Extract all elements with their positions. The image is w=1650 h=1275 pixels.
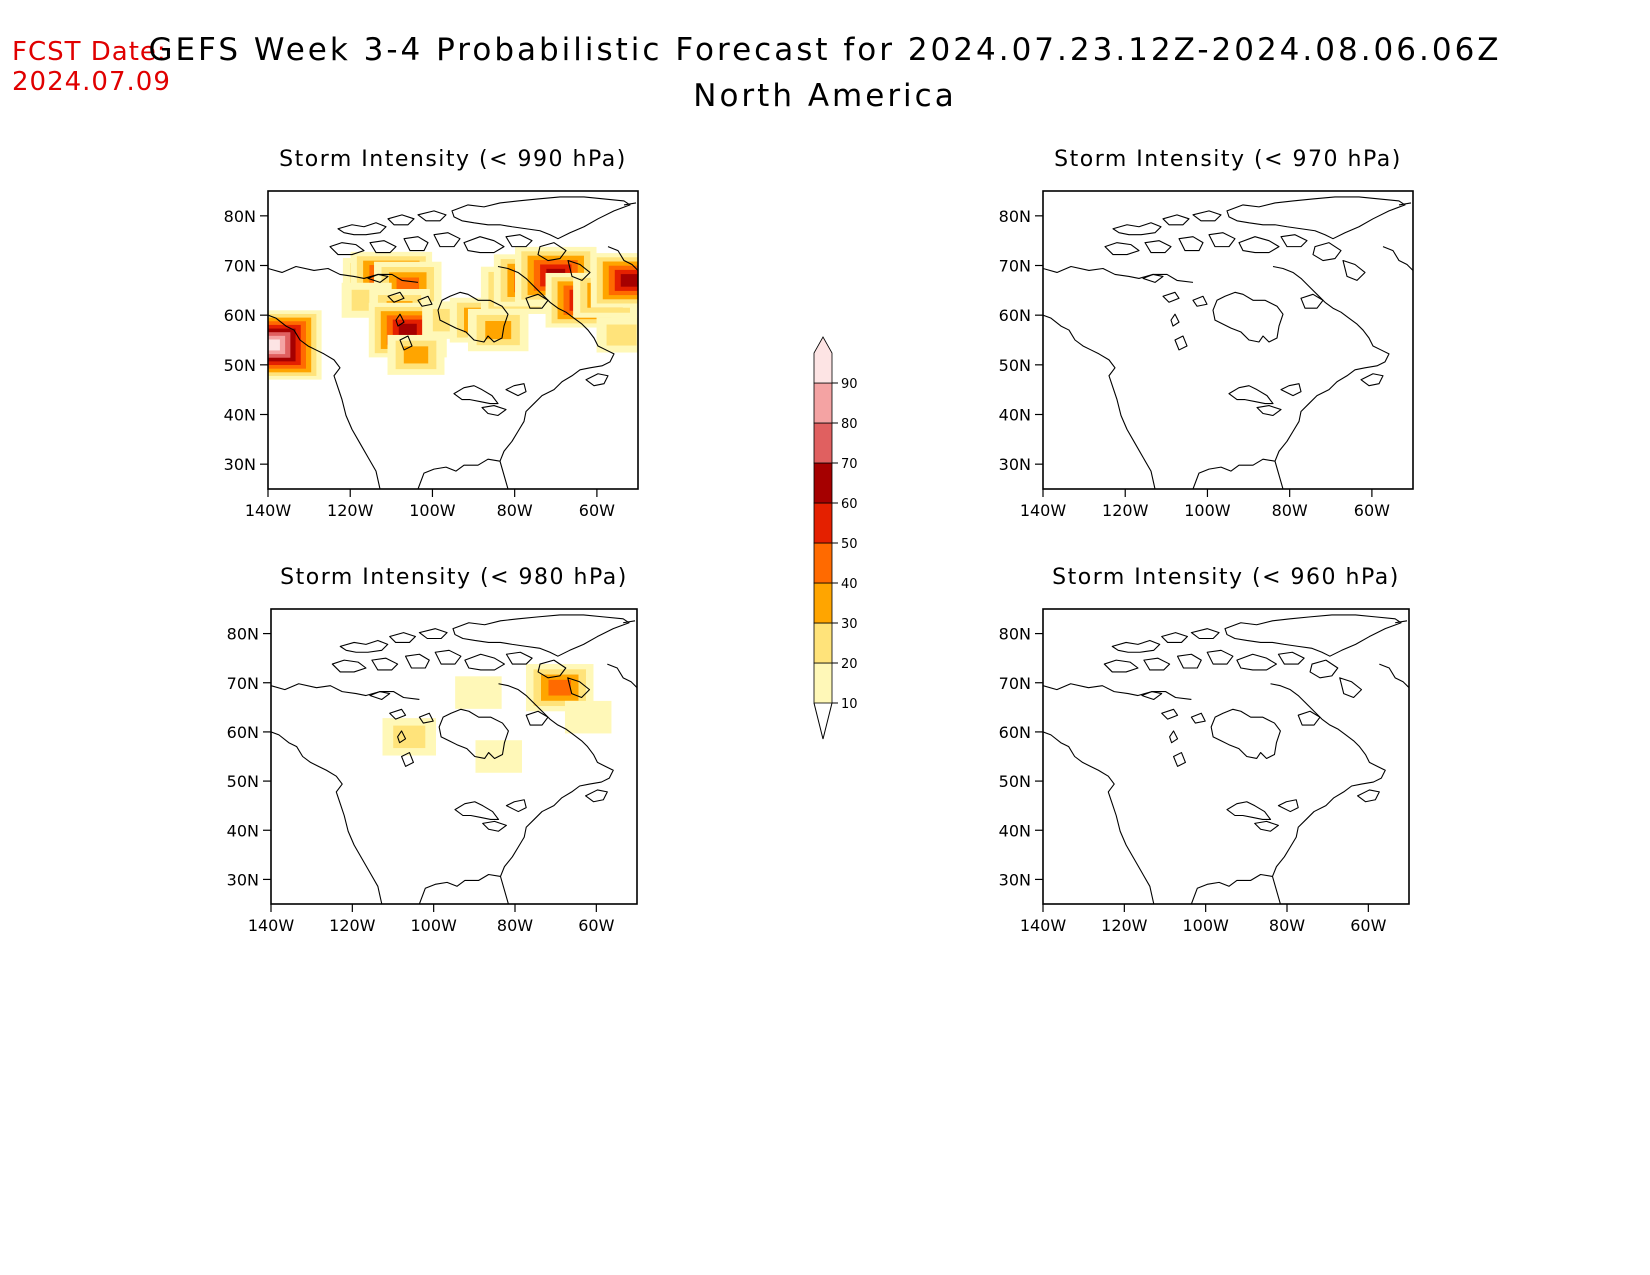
panel-title: Storm Intensity (< 970 hPa) (1054, 147, 1402, 172)
lat-label: 40N (227, 821, 259, 840)
coastline (268, 196, 638, 489)
lat-label: 30N (999, 870, 1031, 889)
colorbar-swatch (813, 622, 833, 664)
colorbar-swatch (813, 662, 833, 704)
lon-label: 100W (409, 501, 456, 520)
colorbar-swatch (813, 542, 833, 584)
lat-label: 40N (999, 406, 1031, 425)
coastline (271, 614, 637, 904)
lat-label: 70N (999, 674, 1031, 693)
fcst-date-label: FCST Date: (12, 37, 167, 67)
probability-cell (548, 679, 571, 696)
lat-label: 80N (227, 625, 259, 644)
colorbar-label: 30 (841, 617, 858, 632)
probability-cell (268, 339, 280, 351)
figure-subtitle: North America (693, 78, 956, 114)
probability-cell (403, 346, 429, 364)
coastline (1043, 614, 1409, 904)
lat-label: 80N (999, 625, 1031, 644)
panel-title: Storm Intensity (< 990 hPa) (279, 147, 627, 172)
panel-title: Storm Intensity (< 960 hPa) (1052, 565, 1400, 590)
colorbar-bottom-arrow (813, 702, 833, 740)
colorbar-swatch (813, 422, 833, 464)
lat-label: 60N (999, 306, 1031, 325)
colorbar-swatch (813, 582, 833, 624)
map-panel-4: Storm Intensity (< 960 hPa) 80N 70N 60N 50N 4… (999, 565, 1410, 935)
map-panel-3: Storm Intensity (< 980 hPa) 80N 70N 60N 50N 4… (227, 565, 638, 935)
colorbar-label: 70 (841, 457, 858, 472)
lat-label: 50N (224, 356, 256, 375)
lon-label: 120W (1101, 916, 1148, 935)
probability-cell (398, 323, 417, 337)
colorbar-swatch (813, 502, 833, 544)
map-panels: Storm Intensity (< 990 hPa) 80N 70N 60N 50N 4… (224, 147, 1414, 935)
lat-label: 60N (224, 306, 256, 325)
map-frame (267, 190, 639, 490)
lon-label: 100W (410, 916, 457, 935)
colorbar-swatch (813, 382, 833, 424)
lon-label: 140W (1020, 501, 1067, 520)
colorbar-label: 20 (841, 657, 858, 672)
probability-cell (455, 676, 502, 709)
map-frame (270, 608, 638, 905)
lat-label: 80N (999, 207, 1031, 226)
lon-label: 120W (1102, 501, 1149, 520)
lat-label: 40N (999, 821, 1031, 840)
lon-label: 80W (1272, 501, 1308, 520)
colorbar-label: 80 (841, 417, 858, 432)
colorbar-label: 10 (841, 697, 858, 712)
lat-label: 40N (224, 406, 256, 425)
lat-label: 70N (224, 257, 256, 276)
lon-label: 60W (578, 916, 614, 935)
coastline (1043, 196, 1413, 489)
colorbar-swatch (813, 336, 833, 384)
lat-label: 50N (999, 772, 1031, 791)
lat-label: 50N (227, 772, 259, 791)
lat-label: 30N (999, 455, 1031, 474)
colorbar-label: 50 (841, 537, 858, 552)
lon-label: 60W (579, 501, 615, 520)
colorbar-label: 40 (841, 577, 858, 592)
lat-label: 70N (227, 674, 259, 693)
lon-label: 80W (497, 501, 533, 520)
lon-label: 100W (1182, 916, 1229, 935)
lon-label: 140W (245, 501, 292, 520)
colorbar-label: 90 (841, 377, 858, 392)
map-frame (1042, 190, 1414, 490)
lat-label: 70N (999, 257, 1031, 276)
lon-label: 140W (1020, 916, 1067, 935)
colorbar: 10 20 30 40 50 60 70 80 90 (813, 336, 858, 740)
probability-cell (564, 700, 612, 734)
figure-title: GEFS Week 3-4 Probabilistic Forecast for… (148, 32, 1501, 68)
lon-label: 120W (329, 916, 376, 935)
panel-title: Storm Intensity (< 980 hPa) (280, 565, 628, 590)
colorbar-swatch (813, 462, 833, 504)
lon-label: 140W (248, 916, 295, 935)
lat-label: 30N (224, 455, 256, 474)
lat-label: 60N (999, 723, 1031, 742)
lon-label: 60W (1350, 916, 1386, 935)
lon-label: 80W (1269, 916, 1305, 935)
lon-label: 120W (327, 501, 374, 520)
probability-cell (606, 324, 637, 346)
lat-label: 60N (227, 723, 259, 742)
lat-label: 80N (224, 207, 256, 226)
map-frame (1042, 608, 1410, 905)
map-panel-1: Storm Intensity (< 990 hPa) 80N 70N 60N 50N 4… (224, 147, 639, 520)
lat-label: 50N (999, 356, 1031, 375)
lat-label: 30N (227, 870, 259, 889)
colorbar-label: 60 (841, 497, 858, 512)
lon-label: 100W (1184, 501, 1231, 520)
lon-label: 80W (497, 916, 533, 935)
lon-label: 60W (1354, 501, 1390, 520)
fcst-date-value: 2024.07.09 (12, 67, 171, 97)
probability-cell (620, 274, 638, 287)
map-panel-2: Storm Intensity (< 970 hPa) 80N 70N 60N 50N 4… (999, 147, 1414, 520)
